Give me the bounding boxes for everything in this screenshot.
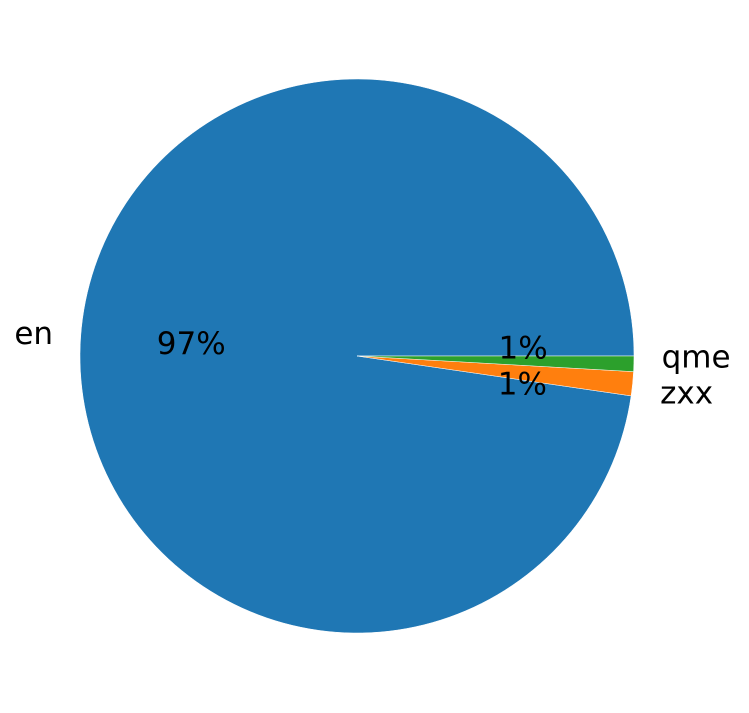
pct-label-zxx: 1% (498, 367, 547, 403)
pct-label-qme: 1% (499, 331, 548, 367)
slice-label-zxx: zxx (660, 376, 713, 412)
pct-label-en: 97% (157, 326, 226, 362)
slice-label-qme: qme (662, 340, 731, 376)
slice-label-en: en (14, 316, 53, 352)
pie-slice-qme (356, 355, 635, 372)
pie-slices (79, 78, 635, 634)
